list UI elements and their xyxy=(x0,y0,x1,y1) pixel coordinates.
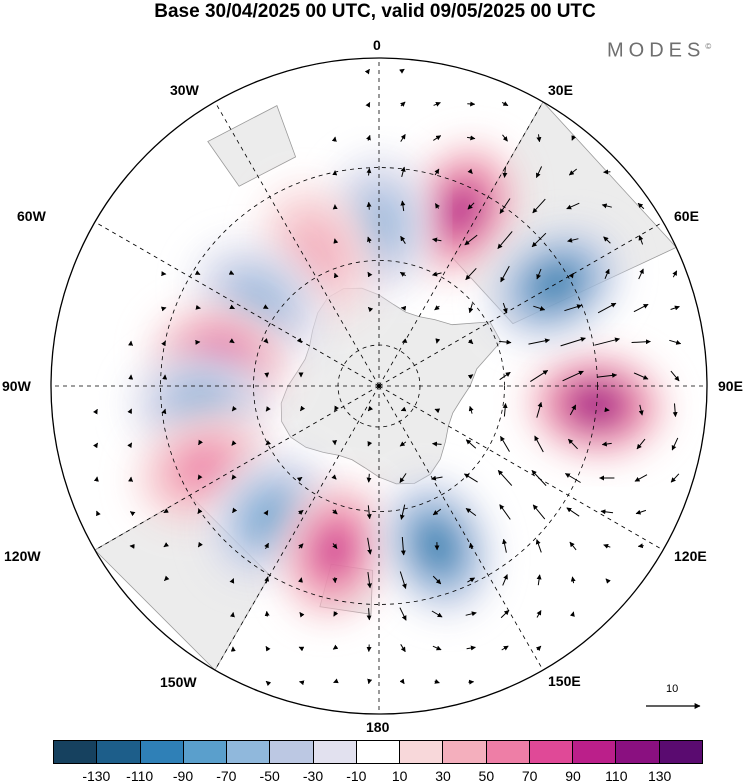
wind-arrow xyxy=(369,202,370,209)
colorbar-swatch xyxy=(227,741,270,763)
lon-label-30e: 30E xyxy=(548,82,573,98)
wind-arrow xyxy=(437,341,438,343)
wind-arrow xyxy=(97,409,98,410)
colorbar-swatch xyxy=(314,741,357,763)
colorbar-tick-label: 70 xyxy=(522,768,538,784)
lon-label-90e: 90E xyxy=(718,378,743,394)
colorbar-tick-label: -90 xyxy=(173,768,193,784)
colorbar-tick-label: -10 xyxy=(346,768,366,784)
wind-arrow xyxy=(198,308,201,309)
wind-arrow xyxy=(165,409,166,411)
colorbar-tick-label: -110 xyxy=(126,768,153,784)
colorbar-swatch xyxy=(573,741,616,763)
wind-arrow xyxy=(402,342,403,343)
lon-label-120w: 120W xyxy=(4,548,41,564)
colorbar-ticks: -130 -110 -90 -70 -50 -30 -10 10 30 50 70 90 110 130 xyxy=(53,768,703,784)
polar-map xyxy=(0,0,750,740)
wind-arrow xyxy=(468,682,473,683)
colorbar-tick-label: 90 xyxy=(565,768,581,784)
south-pole-marker xyxy=(377,384,381,388)
colorbar-swatch xyxy=(184,741,227,763)
colorbar-swatch xyxy=(270,741,313,763)
colorbar-swatch xyxy=(530,741,573,763)
colorbar-tick-label: 50 xyxy=(479,768,495,784)
colorbar-swatch xyxy=(141,741,184,763)
colorbar-tick-label: 110 xyxy=(605,768,627,784)
colorbar-tick-label: -70 xyxy=(216,768,236,784)
colorbar-tick-label: -50 xyxy=(260,768,280,784)
colorbar-swatch xyxy=(97,741,140,763)
wind-arrow xyxy=(164,308,166,309)
colorbar-tick-label: 130 xyxy=(648,768,671,784)
wind-arrow xyxy=(335,239,336,241)
colorbar-swatch xyxy=(616,741,659,763)
colorbar-tick-label: -130 xyxy=(82,768,110,784)
reference-vector-label: 10 xyxy=(666,683,678,695)
lon-label-150e: 150E xyxy=(548,673,581,689)
wind-arrow xyxy=(335,273,336,275)
lon-label-90w: 90W xyxy=(2,378,31,394)
wind-arrow xyxy=(233,613,234,616)
colorbar-swatch xyxy=(400,741,443,763)
lon-label-0: 0 xyxy=(373,37,381,53)
colorbar-tick-label: 10 xyxy=(392,768,408,784)
colorbar-tick-label: -30 xyxy=(303,768,323,784)
colorbar-tick-label: 30 xyxy=(435,768,451,784)
wind-arrow xyxy=(335,409,336,410)
lon-label-60w: 60W xyxy=(17,208,46,224)
wind-arrow xyxy=(369,474,370,482)
colorbar-swatch xyxy=(357,741,400,763)
wind-arrow xyxy=(335,577,336,582)
colorbar-swatch xyxy=(487,741,530,763)
colorbar-swatch xyxy=(54,741,97,763)
lon-label-120e: 120E xyxy=(674,548,707,564)
colorbar-swatch xyxy=(443,741,486,763)
colorbar-swatch xyxy=(660,741,702,763)
lon-label-30w: 30W xyxy=(170,82,199,98)
wind-arrow xyxy=(267,611,268,616)
colorbar xyxy=(53,740,703,764)
lon-label-150w: 150W xyxy=(160,674,197,690)
lon-label-180: 180 xyxy=(366,719,389,735)
wind-arrow xyxy=(605,410,609,411)
lon-label-60e: 60E xyxy=(674,208,699,224)
